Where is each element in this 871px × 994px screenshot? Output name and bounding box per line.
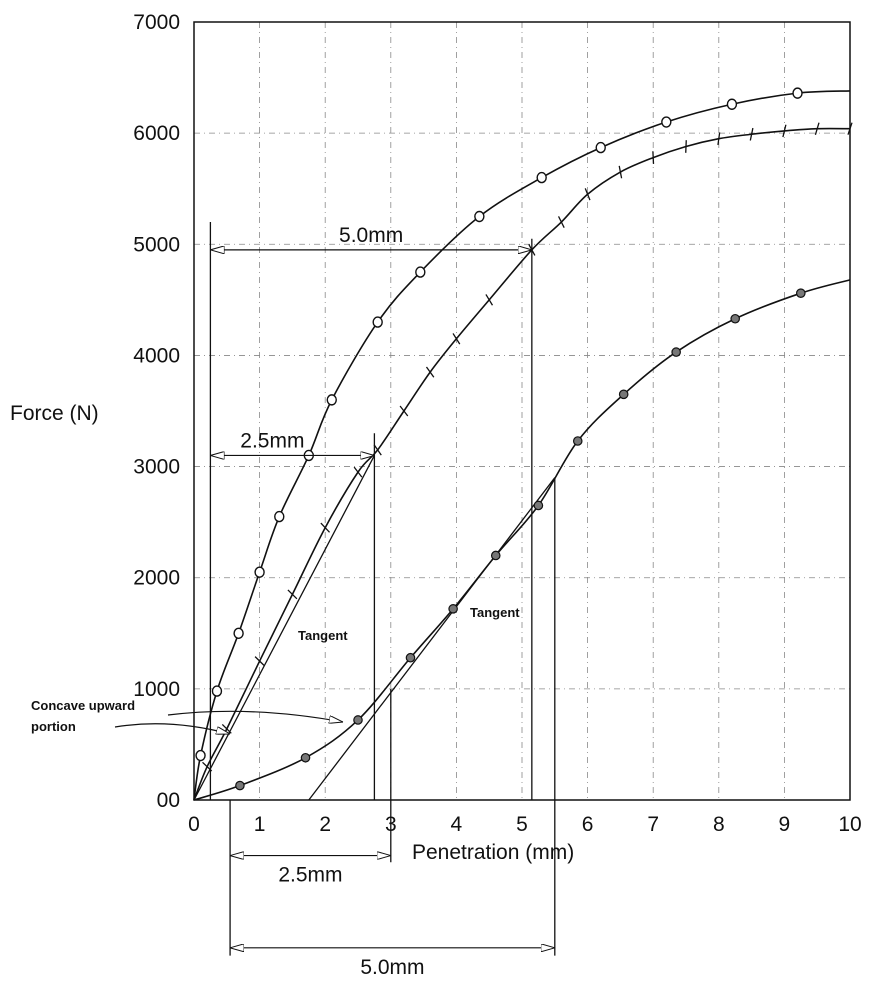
dimension-label: 2.5mm	[278, 864, 342, 887]
data-point	[287, 589, 298, 600]
y-tick-label: 4000	[133, 344, 180, 367]
y-axis-label: Force (N)	[10, 402, 99, 425]
data-point	[726, 98, 738, 110]
x-tick-label: 8	[713, 813, 725, 836]
data-point	[353, 466, 363, 478]
x-tick-label: 3	[385, 813, 397, 836]
tangent-label-2: Tangent	[470, 605, 520, 620]
tangent-label-1: Tangent	[298, 628, 348, 643]
data-point	[671, 347, 681, 357]
y-tick-label: 3000	[133, 456, 180, 479]
data-point	[661, 116, 672, 128]
x-tick-label: 10	[838, 813, 861, 836]
data-point	[254, 656, 265, 666]
data-point	[195, 749, 206, 762]
guide-lines	[209, 222, 556, 956]
x-tick-label: 1	[254, 813, 266, 836]
data-point	[533, 500, 544, 511]
data-point	[782, 124, 787, 138]
y-tick-label: 5000	[133, 233, 180, 256]
data-point	[372, 316, 383, 328]
tangent-line	[308, 477, 556, 801]
data-point	[717, 132, 721, 146]
tangent-line	[193, 455, 375, 801]
data-point	[211, 685, 223, 697]
x-tick-label: 6	[582, 813, 594, 836]
data-point	[847, 122, 853, 135]
data-point	[373, 444, 382, 456]
concave-arrow-1	[114, 723, 230, 734]
tick-labels: 0 1 2 3 4 5 6 7 8 9 100010002000300040005000600070…	[133, 11, 861, 836]
x-tick-label: 0	[188, 813, 200, 836]
data-point	[320, 522, 331, 533]
data-point	[536, 171, 547, 184]
data-point	[490, 550, 501, 561]
x-tick-label: 5	[516, 813, 528, 836]
plot-frame	[193, 21, 851, 801]
grid	[194, 22, 850, 800]
data-point	[425, 366, 435, 378]
y-tick-label: 00	[157, 789, 180, 812]
data-point	[749, 127, 754, 141]
series-group	[193, 87, 853, 801]
series-line-3	[193, 279, 851, 801]
data-point	[584, 188, 591, 201]
y-tick-label: 1000	[133, 678, 180, 701]
data-point	[572, 436, 583, 446]
data-point	[557, 216, 565, 229]
data-point	[254, 566, 265, 578]
data-point	[326, 394, 337, 406]
dimension-label: 2.5mm	[240, 429, 304, 452]
concave-label-line-2: portion	[31, 719, 76, 734]
data-point	[405, 652, 416, 663]
y-tick-label: 2000	[133, 567, 180, 590]
data-point	[300, 752, 311, 763]
concave-label-line-1: Concave upward	[31, 698, 135, 713]
data-point	[485, 294, 494, 306]
data-point	[618, 389, 629, 400]
dimension-label: 5.0mm	[339, 224, 403, 247]
series-line-2	[193, 127, 851, 801]
data-point	[814, 122, 820, 135]
dimension-label: 5.0mm	[360, 956, 424, 979]
data-point	[685, 140, 687, 153]
x-tick-label: 2	[319, 813, 331, 836]
concave-arrow-2	[167, 710, 343, 722]
data-point	[353, 715, 363, 725]
data-point	[233, 627, 244, 639]
data-point	[792, 87, 803, 99]
data-point	[618, 165, 623, 179]
data-point	[652, 151, 655, 164]
data-point	[448, 604, 458, 614]
data-point	[795, 288, 806, 298]
x-tick-label: 4	[451, 813, 463, 836]
y-tick-label: 7000	[133, 11, 180, 34]
data-point	[595, 141, 606, 154]
data-point	[452, 333, 461, 345]
x-axis-label: Penetration (mm)	[412, 841, 574, 864]
data-point	[202, 761, 213, 772]
data-point	[415, 266, 426, 278]
data-point	[274, 510, 285, 523]
dimension-arrows: 5.0mm 2.5mm 2.5mm 5.0mm	[210, 224, 555, 979]
y-tick-label: 6000	[133, 122, 180, 145]
data-point	[730, 313, 740, 324]
data-point	[399, 405, 409, 417]
x-tick-label: 9	[779, 813, 791, 836]
data-point	[474, 210, 485, 223]
concave-annotation: Concave upward portion	[31, 698, 343, 734]
x-tick-label: 7	[647, 813, 659, 836]
tangent-lines	[193, 455, 556, 801]
data-point	[235, 780, 245, 791]
